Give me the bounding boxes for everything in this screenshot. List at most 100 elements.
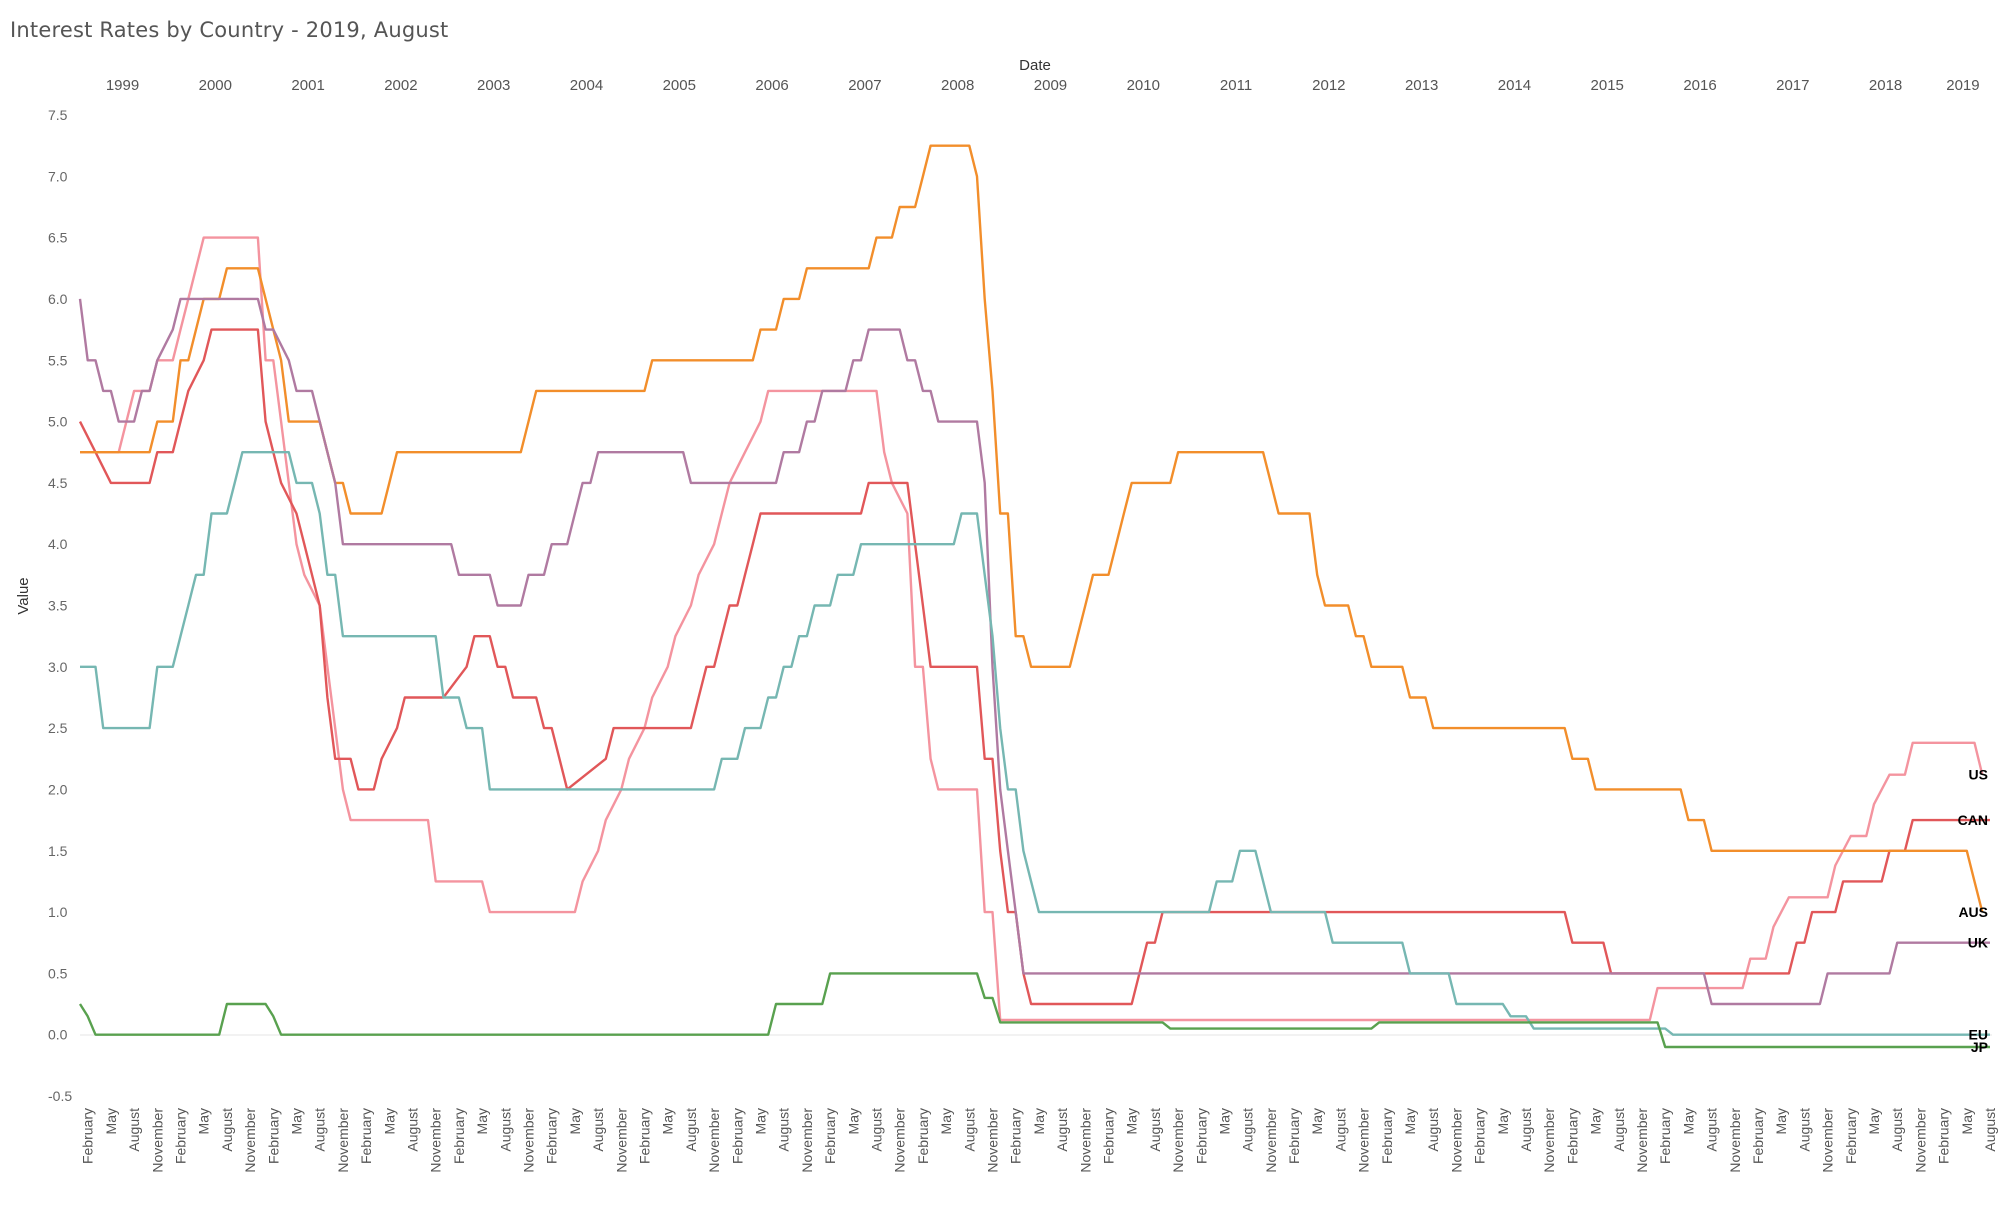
month-label: February [544,1108,560,1164]
month-label: August [1796,1108,1812,1152]
month-label: May [1217,1108,1233,1134]
month-label: February [1750,1108,1766,1164]
year-label: 2004 [570,77,603,94]
y-tick-label: 5.0 [48,414,68,430]
year-label: 2015 [1591,77,1624,94]
series-label-us: US [1969,767,1988,783]
y-tick-label: 3.5 [48,598,68,614]
month-label: November [1170,1108,1186,1173]
month-label: November [613,1108,629,1173]
month-label: February [1843,1108,1859,1164]
month-label: November [1912,1108,1928,1173]
month-label: November [1727,1108,1743,1173]
year-label: 2006 [755,77,788,94]
month-label: February [729,1108,745,1164]
month-label: August [1054,1108,1070,1152]
month-label: May [1588,1108,1604,1134]
month-label: February [80,1108,96,1164]
month-label: May [660,1108,676,1134]
month-label: November [799,1108,815,1173]
month-label: November [985,1108,1001,1173]
month-label: August [1889,1108,1905,1152]
month-label: May [753,1108,769,1134]
year-label: 2005 [663,77,696,94]
x-axis-title: Date [1019,57,1051,74]
month-label: November [521,1108,537,1173]
month-label: February [1472,1108,1488,1164]
year-label: 2016 [1683,77,1716,94]
y-tick-label: 2.5 [48,720,68,736]
month-label: August [776,1108,792,1152]
series-line-jp [78,972,1990,1049]
year-label: 1999 [106,77,139,94]
month-label: May [474,1108,490,1134]
month-label: May [845,1108,861,1134]
year-label: 2009 [1034,77,1067,94]
x-axis-years: 1999 2000 2001 2002 2003 2004 2005 2006 2007 2008… [106,77,1980,94]
month-label: November [1077,1108,1093,1173]
y-tick-label: 4.5 [48,475,68,491]
month-label: November [428,1108,444,1173]
series-line-uk [78,297,1990,1006]
month-label: May [1124,1108,1140,1134]
y-tick-label: 1.5 [48,843,68,859]
month-label: August [1518,1108,1534,1152]
month-label: November [1356,1108,1372,1173]
month-label: August [590,1108,606,1152]
series-line-aus [80,144,1984,913]
month-label: May [938,1108,954,1134]
month-label: February [1564,1108,1580,1164]
month-label: May [196,1108,212,1134]
month-label: May [1402,1108,1418,1134]
month-label: August [126,1108,142,1152]
month-label: November [1820,1108,1836,1173]
month-label: November [1541,1108,1557,1173]
y-tick-label: 7.0 [48,168,68,184]
year-label: 2014 [1498,77,1531,94]
series-label-eu: EU [1969,1027,1988,1043]
month-label: November [1448,1108,1464,1173]
series-lines [78,144,1990,1049]
month-label: August [219,1108,235,1152]
month-label: February [915,1108,931,1164]
month-label: November [1263,1108,1279,1173]
year-label: 2017 [1776,77,1809,94]
month-label: February [1286,1108,1302,1164]
month-label: November [242,1108,258,1173]
series-label-uk: UK [1968,935,1988,951]
year-label: 2012 [1312,77,1345,94]
month-label: February [451,1108,467,1164]
month-label: August [1704,1108,1720,1152]
y-tick-label: 0.0 [48,1027,68,1043]
y-tick-label: 1.0 [48,904,68,920]
month-label: February [1657,1108,1673,1164]
month-label: August [1147,1108,1163,1152]
month-label: May [1309,1108,1325,1134]
series-label-aus: AUS [1958,904,1988,920]
month-label: August [1425,1108,1441,1152]
year-label: 2001 [291,77,324,94]
month-label: August [312,1108,328,1152]
month-label: February [1936,1108,1952,1164]
month-label: May [1773,1108,1789,1134]
chart-title: Interest Rates by Country - 2019, August [10,18,449,42]
month-label: February [822,1108,838,1164]
month-label: August [405,1108,421,1152]
series-line-us [80,236,1984,1022]
month-label: November [1634,1108,1650,1173]
y-axis: -0.5 0.0 0.5 1.0 1.5 2.0 2.5 3.0 3.5 4.0 4.5 5.0 5.5… [48,107,72,1104]
month-label: August [961,1108,977,1152]
month-label: February [1379,1108,1395,1164]
month-label: May [1959,1108,1975,1134]
month-label: August [1240,1108,1256,1152]
month-label: May [1680,1108,1696,1134]
year-label: 2008 [941,77,974,94]
y-tick-label: 6.0 [48,291,68,307]
month-label: August [683,1108,699,1152]
month-label: May [567,1108,583,1134]
month-label: August [1982,1108,1998,1152]
month-label: November [335,1108,351,1173]
year-label: 2019 [1946,77,1979,94]
month-label: August [869,1108,885,1152]
